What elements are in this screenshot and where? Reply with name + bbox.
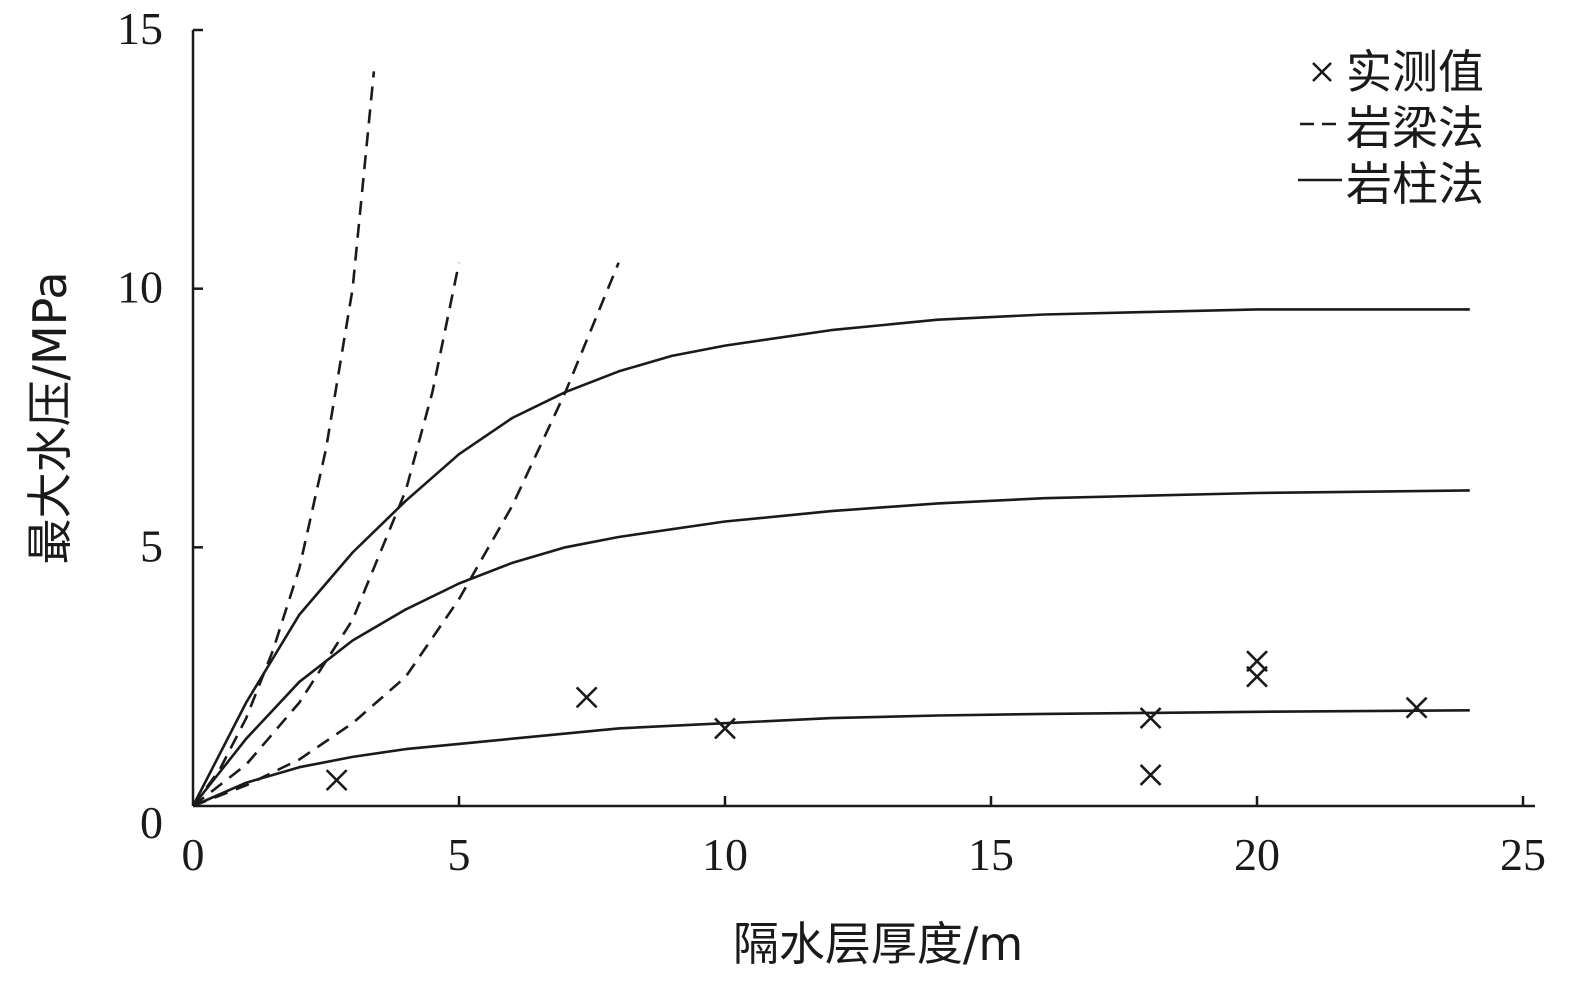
column-method-line xyxy=(192,709,1470,808)
y-axis-title: 最大水压/MPa xyxy=(23,271,77,564)
y-tick-label: 15 xyxy=(117,3,163,54)
x-tick-label: 25 xyxy=(1500,829,1546,880)
scatter-point xyxy=(1246,665,1268,688)
scatter-point xyxy=(575,686,598,709)
scatter-point xyxy=(1139,707,1162,729)
x-tick-label: 5 xyxy=(448,829,471,880)
scatter-point xyxy=(1405,696,1428,719)
x-tick-label: 0 xyxy=(182,829,205,880)
scatter-point xyxy=(1246,650,1268,673)
legend-label: 岩梁法 xyxy=(1346,101,1484,155)
legend-label: 实测值 xyxy=(1346,45,1484,99)
beam-method-line xyxy=(192,262,620,808)
scatter-point xyxy=(1139,764,1162,786)
scatter-point xyxy=(325,769,348,792)
legend-label: 岩柱法 xyxy=(1346,157,1484,211)
y-tick-label: 10 xyxy=(117,262,163,313)
x-axis-title: 隔水层厚度/m xyxy=(733,917,1023,971)
y-ticks: 0 5 10 15 xyxy=(117,3,203,848)
x-tick-label: 10 xyxy=(702,829,748,880)
column-method-line xyxy=(191,489,1470,807)
x-ticks: 0 5 10 15 20 25 xyxy=(182,796,1546,880)
column-method-line xyxy=(191,308,1470,807)
axes xyxy=(191,30,1535,808)
x-tick-label: 15 xyxy=(968,829,1014,880)
y-tick-label: 5 xyxy=(140,520,163,571)
y-tick-label: 0 xyxy=(140,797,163,848)
plot-points xyxy=(325,650,1428,792)
legend-cross-icon xyxy=(1312,62,1332,82)
plot-lines xyxy=(191,71,1470,808)
beam-method-line xyxy=(192,262,461,808)
beam-method-line xyxy=(191,71,376,807)
scatter-point xyxy=(714,717,736,740)
x-tick-label: 20 xyxy=(1234,829,1280,880)
